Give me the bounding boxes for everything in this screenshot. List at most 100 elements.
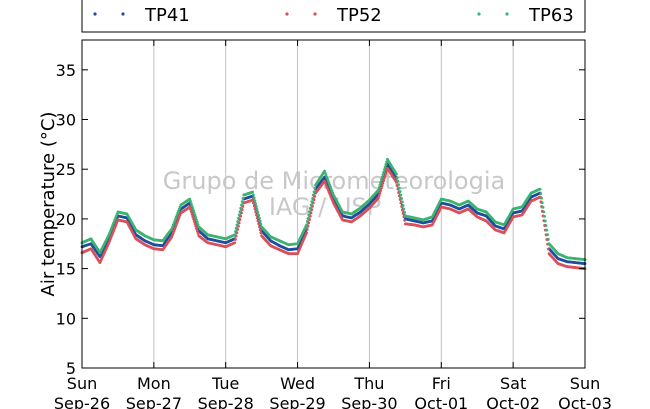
- series-layer: [80, 157, 587, 271]
- data-point-tp52: [305, 228, 309, 231]
- x-tick-label-date: Sep-26: [54, 394, 110, 409]
- data-point-tp63: [256, 210, 260, 214]
- legend-marker-tp52: [313, 12, 317, 16]
- data-point-tp63: [189, 202, 193, 206]
- data-point-tp52: [194, 224, 198, 228]
- data-point-tp52: [191, 215, 195, 218]
- x-tick-label-date: Oct-02: [486, 394, 540, 409]
- data-point-tp63: [400, 197, 404, 200]
- data-point-tp52: [255, 216, 259, 220]
- data-point-tp63: [195, 218, 198, 222]
- data-point-tp52: [255, 213, 258, 217]
- data-point-tp52: [259, 231, 263, 235]
- legend-item-tp52: TP52: [285, 5, 382, 26]
- data-point-tp52: [383, 176, 386, 180]
- data-point-tp52: [256, 219, 260, 223]
- data-point-tp63: [377, 186, 381, 189]
- legend-label-tp52: TP52: [336, 5, 382, 26]
- watermark-line-1: Grupo de Micrometeorologia: [163, 167, 505, 195]
- data-point-tp63: [381, 173, 385, 177]
- data-point-tp63: [399, 193, 403, 197]
- data-point-tp52: [382, 179, 386, 183]
- x-tick-label-date: Oct-03: [558, 394, 612, 409]
- y-tick-label: 30: [56, 111, 76, 130]
- data-point-tp63: [234, 226, 238, 230]
- data-point-tp63: [254, 202, 258, 206]
- data-point-tp63: [235, 223, 239, 227]
- data-point-tp63: [398, 190, 402, 193]
- data-point-tp52: [378, 191, 382, 195]
- legend-marker-tp41: [121, 12, 125, 16]
- x-tick-label-day: Fri: [432, 374, 451, 393]
- data-point-tp63: [241, 196, 245, 200]
- data-point-tp52: [234, 238, 237, 241]
- data-point-tp63: [384, 163, 388, 166]
- data-point-tp63: [400, 200, 404, 204]
- data-point-tp63: [544, 224, 548, 227]
- data-point-tp63: [237, 216, 240, 220]
- data-point-tp63: [402, 207, 406, 211]
- x-tick-label-day: Sun: [67, 374, 97, 393]
- y-tick-label: 5: [66, 359, 76, 378]
- y-axis: 5 10 15 20 25 30 35: [56, 61, 585, 378]
- data-point-tp52: [189, 207, 192, 211]
- data-point-tp63: [396, 179, 400, 183]
- data-point-tp63: [306, 216, 310, 220]
- data-point-tp52: [380, 184, 384, 188]
- data-point-tp63: [543, 215, 546, 218]
- data-point-tp63: [240, 200, 244, 204]
- x-tick-label-date: Sep-28: [198, 394, 254, 409]
- x-tick-label-day: Tue: [211, 374, 239, 393]
- legend: TP41 TP52 TP63: [81, 0, 586, 33]
- data-point-tp63: [255, 205, 258, 208]
- data-point-tp63: [253, 199, 257, 203]
- data-point-tp63: [236, 220, 240, 223]
- data-point-tp52: [257, 222, 261, 226]
- data-point-tp63: [309, 203, 313, 207]
- data-point-tp63: [308, 206, 312, 210]
- data-point-tp63: [189, 199, 192, 203]
- y-tick-label: 15: [56, 260, 76, 279]
- data-point-tp63: [194, 216, 198, 219]
- data-point-tp52: [383, 174, 387, 178]
- data-point-tp63: [546, 237, 550, 241]
- data-point-tp63: [196, 223, 200, 226]
- data-point-tp52: [253, 207, 257, 211]
- data-point-tp63: [258, 216, 261, 220]
- legend-marker-tp63: [477, 12, 481, 16]
- data-point-tp52: [189, 210, 193, 214]
- data-point-tp52: [195, 227, 198, 231]
- data-point-tp63: [383, 165, 387, 169]
- data-point-tp63: [383, 168, 386, 171]
- x-tick-label-date: Sep-30: [341, 394, 397, 409]
- data-point-tp52: [381, 181, 385, 185]
- x-tick-label-day: Sat: [500, 374, 526, 393]
- legend-marker-tp41: [93, 12, 97, 16]
- legend-item-tp41: TP41: [93, 5, 190, 26]
- legend-label-tp41: TP41: [144, 5, 190, 26]
- data-point-tp52: [190, 212, 194, 216]
- data-point-tp63: [541, 205, 545, 209]
- data-point-tp63: [403, 211, 407, 214]
- data-point-tp63: [251, 190, 255, 194]
- data-point-tp52: [258, 225, 261, 229]
- data-point-tp52: [252, 201, 255, 205]
- data-point-tp63: [191, 206, 195, 210]
- y-tick-label: 25: [56, 160, 76, 179]
- data-point-tp52: [384, 171, 388, 175]
- data-point-tp63: [313, 187, 317, 190]
- x-tick-label-day: Sun: [570, 374, 600, 393]
- data-point-tp52: [305, 231, 308, 235]
- data-point-tp63: [311, 193, 315, 197]
- x-tick-label-day: Mon: [137, 374, 171, 393]
- data-point-tp52: [193, 222, 197, 226]
- x-tick-label-date: Oct-01: [414, 394, 468, 409]
- series-tp63: [80, 157, 587, 262]
- data-point-tp63: [190, 204, 194, 208]
- data-point-tp63: [397, 183, 401, 187]
- data-point-tp63: [192, 209, 195, 213]
- data-point-tp63: [379, 180, 383, 184]
- data-point-tp63: [259, 222, 263, 226]
- y-tick-label: 20: [56, 210, 76, 229]
